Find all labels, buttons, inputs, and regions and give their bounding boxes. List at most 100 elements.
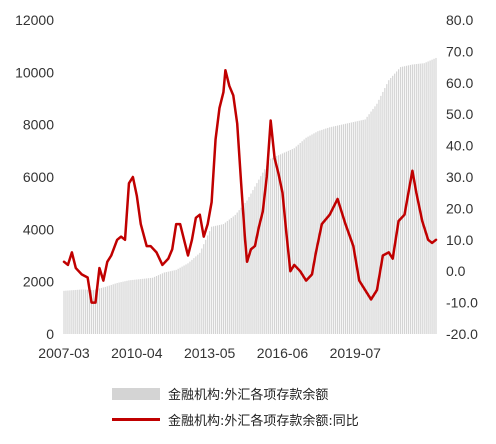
- bar: [199, 252, 201, 334]
- bar: [191, 259, 193, 334]
- yoy-line: [62, 68, 438, 304]
- legend-label-bar: 金融机构:外汇各项存款余额: [168, 388, 329, 403]
- bar: [281, 153, 284, 334]
- bar: [378, 99, 380, 334]
- bar: [151, 277, 154, 334]
- bar: [252, 190, 254, 334]
- right-tick-label: -20.0: [446, 326, 478, 342]
- bar: [419, 63, 421, 335]
- bar: [321, 129, 323, 334]
- bar: [431, 59, 433, 334]
- bar: [396, 71, 398, 335]
- bar: [360, 120, 362, 334]
- bar: [297, 144, 299, 334]
- bar: [262, 172, 264, 334]
- bar: [362, 119, 364, 335]
- left-tick-label: 12000: [15, 12, 54, 28]
- bar: [356, 121, 358, 335]
- bar: [124, 281, 126, 334]
- left-tick-label: 4000: [23, 221, 54, 237]
- bar: [398, 69, 400, 334]
- bar: [340, 124, 343, 334]
- bar: [205, 239, 207, 334]
- bar: [150, 277, 152, 334]
- bar: [274, 156, 276, 334]
- bar: [323, 129, 325, 334]
- bar: [248, 197, 250, 334]
- bar: [185, 264, 187, 334]
- bar: [275, 156, 278, 334]
- bar: [238, 210, 240, 334]
- x-axis-ticks: 2007-03 2010-04 2013-05 2016-06 2019-07: [38, 345, 381, 361]
- bar: [73, 290, 75, 334]
- bar: [415, 64, 417, 335]
- left-tick-label: 6000: [23, 169, 54, 185]
- bar: [79, 289, 81, 334]
- bar: [289, 149, 291, 334]
- bar: [313, 133, 315, 334]
- bar: [309, 135, 311, 334]
- bar: [423, 63, 425, 335]
- bar: [92, 290, 95, 334]
- bar: [386, 84, 388, 334]
- bar: [100, 287, 102, 334]
- left-axis-ticks: 0 2000 4000 6000 8000 10000 12000: [15, 12, 54, 342]
- bar: [169, 271, 171, 334]
- bar: [177, 268, 179, 334]
- bar: [146, 278, 148, 334]
- bar: [258, 179, 260, 334]
- legend-item-bar: 金融机构:外汇各项存款余额: [112, 384, 328, 403]
- bar: [401, 66, 404, 334]
- right-tick-label: -10.0: [446, 295, 478, 311]
- bar: [144, 278, 146, 334]
- bar: [159, 274, 162, 334]
- bar: [163, 272, 165, 334]
- bar: [183, 265, 185, 334]
- bar: [311, 134, 313, 334]
- bar: [104, 286, 106, 334]
- bar: [307, 136, 309, 334]
- bar: [317, 131, 319, 334]
- bar-series: [63, 57, 437, 335]
- bar: [89, 289, 91, 334]
- bar: [138, 279, 140, 334]
- bar: [96, 288, 99, 334]
- bar: [209, 231, 211, 334]
- bar: [118, 282, 120, 334]
- bar: [244, 202, 246, 334]
- bar: [226, 221, 228, 334]
- right-tick-label: 50.0: [446, 106, 473, 122]
- bar: [348, 122, 350, 334]
- bar: [187, 263, 189, 334]
- right-tick-label: 60.0: [446, 75, 473, 91]
- bar: [277, 155, 280, 334]
- bar: [352, 122, 354, 334]
- bar: [301, 141, 303, 334]
- bar: [94, 289, 97, 334]
- bar: [342, 124, 345, 334]
- bar: [224, 222, 226, 334]
- bar: [195, 256, 197, 334]
- bar: [376, 103, 378, 334]
- bar: [85, 289, 87, 334]
- bar: [291, 149, 293, 334]
- bar: [382, 91, 384, 335]
- legend-swatch-line: [112, 418, 160, 421]
- bar: [83, 289, 85, 334]
- bar: [114, 283, 116, 334]
- bar: [409, 64, 411, 335]
- bar: [81, 289, 83, 334]
- bar: [201, 248, 203, 334]
- bar: [272, 157, 274, 334]
- bar: [370, 111, 372, 334]
- bar: [264, 169, 266, 334]
- bar: [128, 280, 130, 334]
- bar: [303, 139, 305, 334]
- chart-svg: 0 2000 4000 6000 8000 10000 12000 -20.0 -10.0 0.…: [15, 12, 478, 361]
- bar: [254, 186, 256, 334]
- bar: [165, 272, 167, 334]
- bar: [207, 235, 209, 334]
- bar: [283, 152, 286, 334]
- bar: [425, 62, 427, 335]
- bar: [399, 67, 402, 334]
